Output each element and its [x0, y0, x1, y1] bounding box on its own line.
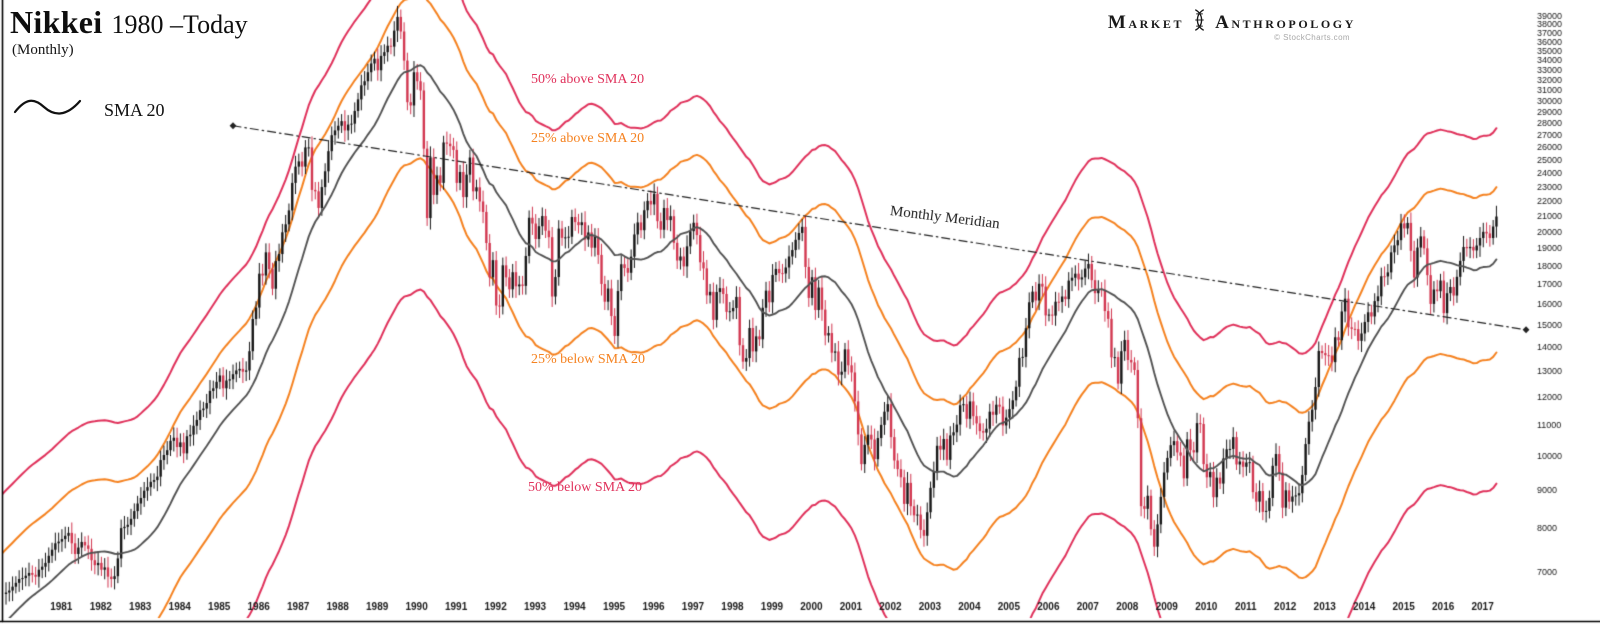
chart-title-main: Nikkei: [10, 4, 103, 40]
stockcharts-credit: © StockCharts.com: [1274, 33, 1350, 42]
sma-legend: SMA 20: [12, 94, 165, 127]
annotation-25-above: 25% above SMA 20: [531, 131, 645, 146]
annotation-25-below: 25% below SMA 20: [531, 352, 645, 367]
dna-helix-icon: [1192, 8, 1207, 37]
brand-word-market: Market: [1107, 11, 1185, 33]
chart-title-range: 1980 –Today: [111, 10, 248, 39]
annotation-50-above: 50% above SMA 20: [531, 72, 645, 87]
chart-title: Nikkei 1980 –Today: [10, 4, 248, 41]
chart-subtitle: (Monthly): [12, 42, 74, 58]
brand-logo: Market Anthropology: [1098, 8, 1356, 37]
annotation-50-below: 50% below SMA 20: [528, 480, 642, 495]
sma-curve-icon: [12, 94, 88, 127]
brand-word-anthropology: Anthropology: [1215, 11, 1356, 33]
sma-legend-label: SMA 20: [104, 100, 165, 120]
